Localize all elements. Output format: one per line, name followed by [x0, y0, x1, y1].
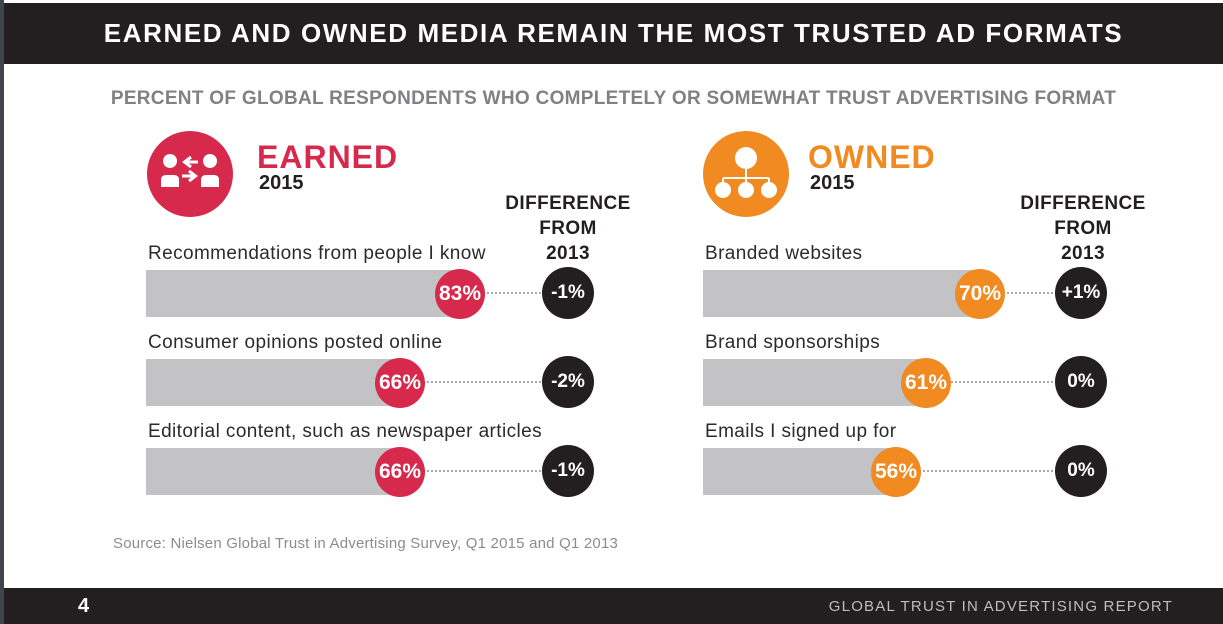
category-label: Consumer opinions posted online: [148, 332, 443, 353]
owned-diff-header: DIFFERENCE FROM 2013: [1010, 191, 1156, 266]
footer-bar: 4 GLOBAL TRUST IN ADVERTISING REPORT: [4, 588, 1223, 624]
diff-badge: 0%: [1055, 445, 1107, 497]
connector-line: [980, 292, 1081, 294]
header-bar: EARNED AND OWNED MEDIA REMAIN THE MOST T…: [4, 3, 1223, 64]
people-exchange-icon: [147, 131, 233, 217]
chart-subtitle: PERCENT OF GLOBAL RESPONDENTS WHO COMPLE…: [110, 88, 1117, 109]
connector-line: [460, 292, 568, 294]
connector-line: [400, 381, 568, 383]
page-edge-strip: [0, 0, 4, 624]
bar: [146, 270, 460, 317]
value-badge: 56%: [871, 447, 921, 497]
value-badge: 61%: [901, 358, 951, 408]
bar: [146, 359, 400, 406]
category-label: Branded websites: [705, 243, 863, 264]
diff-badge: -1%: [542, 267, 594, 319]
earned-group-year: 2015: [259, 172, 304, 194]
page-title: EARNED AND OWNED MEDIA REMAIN THE MOST T…: [103, 18, 1124, 48]
earned-diff-header: DIFFERENCE FROM 2013: [495, 191, 641, 266]
diff-badge: -2%: [542, 356, 594, 408]
category-label: Emails I signed up for: [705, 421, 897, 442]
source-note: Source: Nielsen Global Trust in Advertis…: [113, 535, 619, 552]
value-badge: 66%: [375, 358, 425, 408]
earned-diff-header-line3: 2013: [546, 243, 590, 264]
value-badge: 66%: [375, 447, 425, 497]
report-title: GLOBAL TRUST IN ADVERTISING REPORT: [828, 597, 1173, 615]
category-label: Editorial content, such as newspaper art…: [148, 421, 542, 442]
connector-line: [896, 470, 1081, 472]
diff-badge: 0%: [1055, 356, 1107, 408]
category-label: Brand sponsorships: [705, 332, 881, 353]
connector-line: [926, 381, 1081, 383]
earned-group-title: EARNED: [257, 139, 399, 175]
owned-diff-header-line3: 2013: [1061, 243, 1105, 264]
value-badge: 83%: [435, 269, 485, 319]
value-badge: 70%: [955, 269, 1005, 319]
category-label: Recommendations from people I know: [148, 243, 486, 264]
bar: [703, 359, 926, 406]
owned-group-year: 2015: [810, 172, 855, 194]
bar: [703, 448, 896, 495]
owned-diff-header-line2: FROM: [1054, 218, 1112, 239]
page-number: 4: [78, 594, 90, 617]
earned-diff-header-line2: FROM: [539, 218, 597, 239]
owned-group-title: OWNED: [808, 139, 936, 175]
diff-badge: +1%: [1055, 267, 1107, 319]
org-chart-icon: [703, 131, 789, 217]
diff-badge: -1%: [542, 445, 594, 497]
owned-diff-header-line1: DIFFERENCE: [1020, 193, 1146, 214]
connector-line: [400, 470, 568, 472]
earned-diff-header-line1: DIFFERENCE: [505, 193, 631, 214]
bar: [703, 270, 980, 317]
bar: [146, 448, 400, 495]
